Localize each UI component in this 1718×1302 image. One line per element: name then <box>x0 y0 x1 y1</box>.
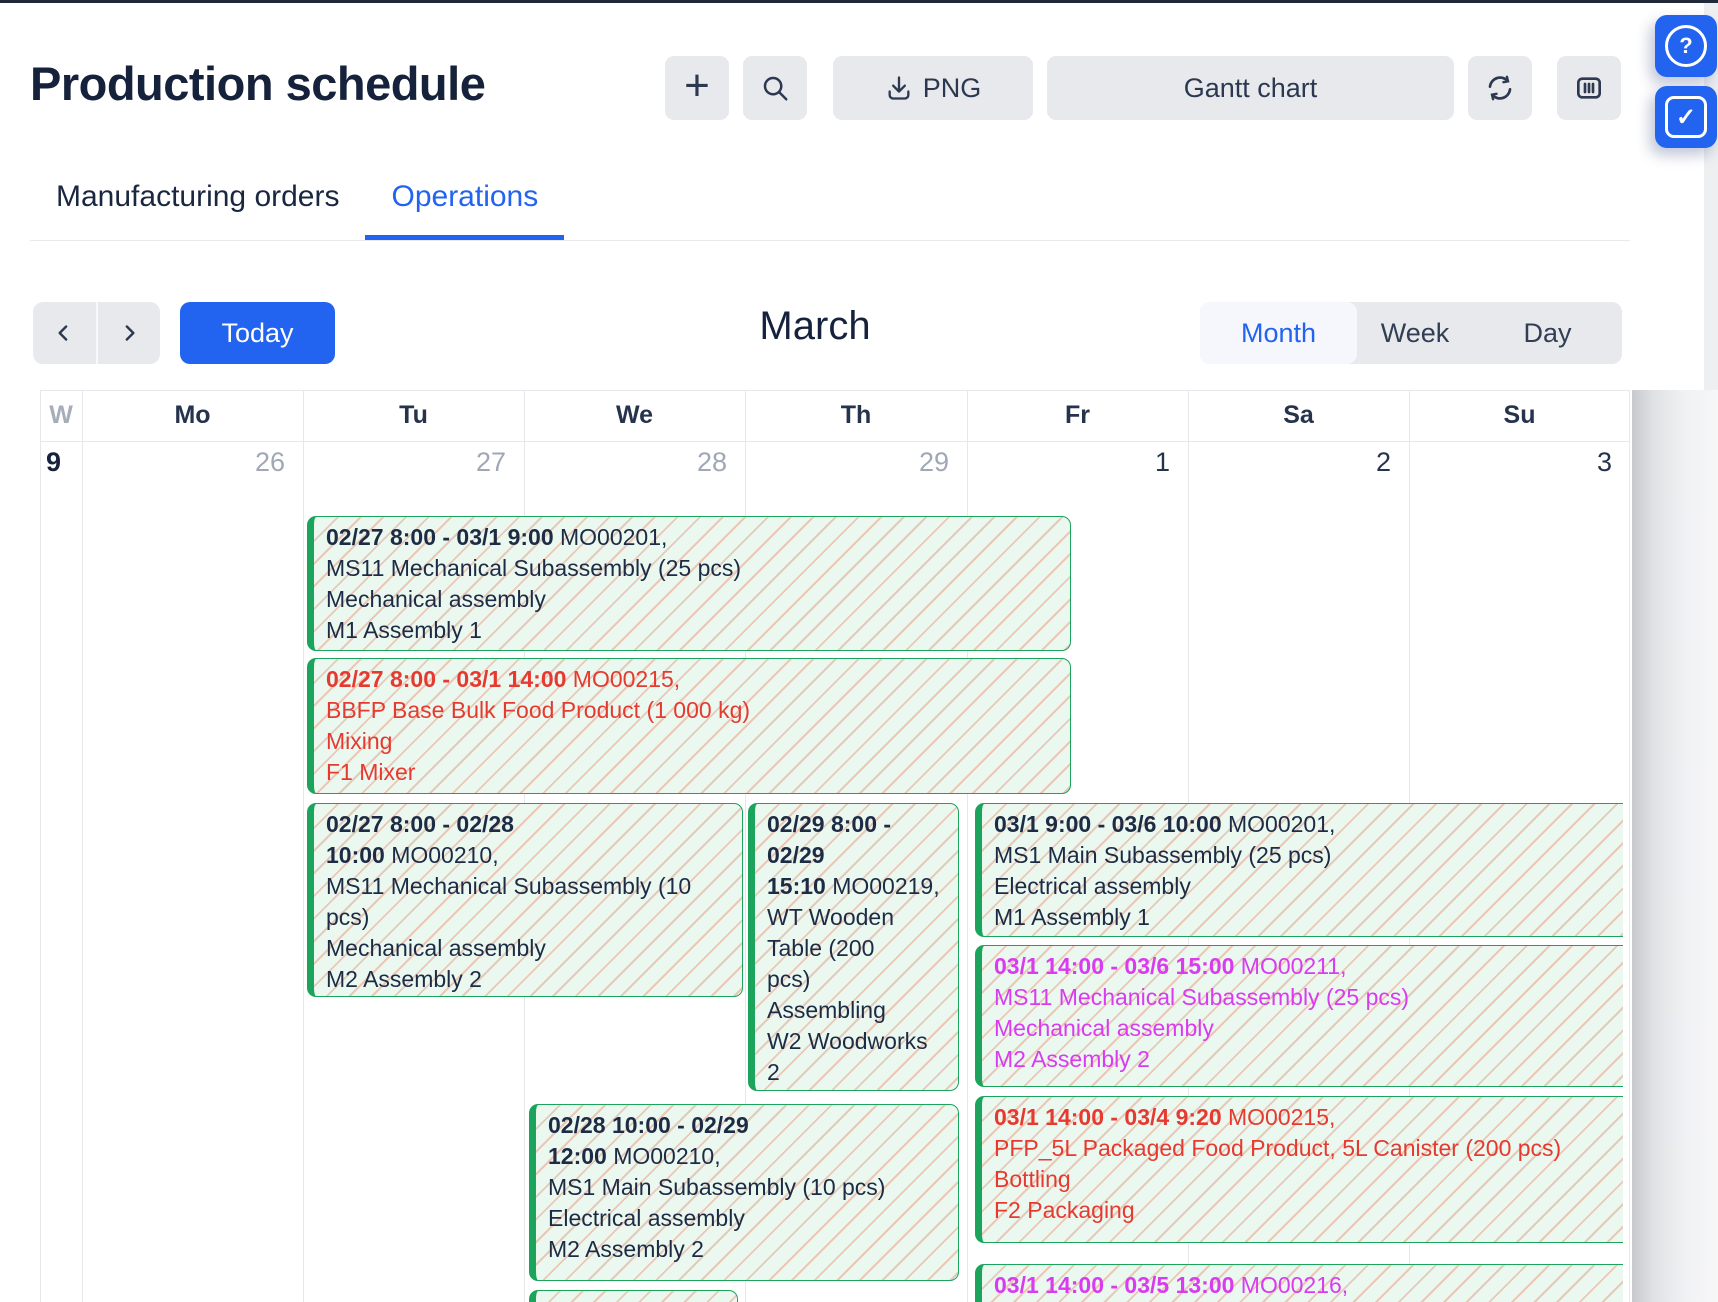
chevron-left-icon <box>58 325 68 341</box>
event-block[interactable]: 02/28 10:00 - 02/29 12:00 MO00210, MS1 Mai… <box>529 1104 959 1281</box>
date-cell: 28 <box>696 447 727 477</box>
tabs-divider <box>30 240 1630 241</box>
view-week[interactable]: Week <box>1380 317 1450 348</box>
event-block[interactable] <box>529 1290 738 1302</box>
grid-line <box>967 390 968 1302</box>
event-block[interactable]: 03/1 9:00 - 03/6 10:00 MO00201, MS1 Main … <box>975 803 1623 937</box>
grid-line <box>40 390 41 1302</box>
next-button[interactable] <box>98 302 161 364</box>
event-block[interactable]: 02/29 8:00 -02/29 15:10 MO00219, WT Wooden… <box>748 803 959 1091</box>
page-title: Production schedule <box>30 57 486 110</box>
refresh-button[interactable] <box>1468 56 1532 120</box>
event-block[interactable]: 02/27 8:00 - 03/1 14:00 MO00215, BBFP Bas… <box>307 658 1071 794</box>
view-day[interactable]: Day <box>1523 317 1572 348</box>
grid-line <box>745 390 746 1302</box>
event-block[interactable]: 02/27 8:00 - 02/28 10:00 MO00210, MS11 Mec… <box>307 803 743 997</box>
right-gutter <box>1632 390 1718 1302</box>
download-icon <box>888 76 910 100</box>
day-header-fr: Fr <box>1065 401 1090 429</box>
top-accent-line <box>0 0 1718 3</box>
date-cell: 29 <box>918 447 949 477</box>
view-month[interactable]: Month <box>1200 302 1357 364</box>
day-header-we: We <box>615 401 654 429</box>
help-fab[interactable]: ? <box>1655 15 1717 77</box>
arrow-separator <box>95 302 98 364</box>
png-button-label: PNG <box>922 72 982 103</box>
day-header-week: W <box>49 401 73 429</box>
tab-bar: Manufacturing orders Operations <box>30 170 565 240</box>
day-header-su: Su <box>1503 401 1536 429</box>
day-header-tu: Tu <box>399 401 428 429</box>
prev-button[interactable] <box>33 302 96 364</box>
download-png-button[interactable]: PNG <box>833 56 1033 120</box>
grid-line <box>40 441 1630 442</box>
event-block[interactable]: 02/27 8:00 - 03/1 9:00 MO00201, MS11 Mech… <box>307 516 1071 651</box>
event-block[interactable]: 03/1 14:00 - 03/6 15:00 MO00211, MS11 Mec… <box>975 945 1623 1087</box>
grid-line <box>82 390 83 1302</box>
grid-line <box>40 390 1630 391</box>
tab-manufacturing-orders[interactable]: Manufacturing orders <box>56 180 340 213</box>
event-block[interactable]: 03/1 14:00 - 03/5 13:00 MO00216,BBFP Bas… <box>975 1264 1623 1302</box>
view-toggle: Month Week Day <box>1200 302 1622 364</box>
refresh-icon <box>1488 75 1512 101</box>
columns-icon <box>1577 77 1601 99</box>
columns-button[interactable] <box>1557 56 1621 120</box>
date-cell: 2 <box>1375 447 1391 477</box>
event-block[interactable]: 03/1 14:00 - 03/4 9:20 MO00215, PFP_5L Pa… <box>975 1096 1623 1243</box>
day-header-sa: Sa <box>1283 401 1314 429</box>
search-button[interactable] <box>743 56 807 120</box>
day-header-th: Th <box>840 401 872 429</box>
calendar-nav-arrows <box>33 302 160 364</box>
grid-line <box>303 390 304 1302</box>
chevron-right-icon <box>125 325 135 341</box>
search-icon <box>763 76 788 101</box>
day-header-mo: Mo <box>174 401 211 429</box>
date-cell: 26 <box>254 447 285 477</box>
grid-line <box>1629 390 1630 1302</box>
check-icon: ✓ <box>1665 96 1707 138</box>
date-cell: 1 <box>1154 447 1170 477</box>
today-button[interactable]: Today <box>180 302 335 364</box>
gantt-chart-button[interactable]: Gantt chart <box>1047 56 1454 120</box>
tasks-fab[interactable]: ✓ <box>1655 86 1717 148</box>
tab-operations[interactable]: Operations <box>365 170 565 240</box>
add-button[interactable]: + <box>665 56 729 120</box>
week-number: 9 <box>46 447 62 477</box>
calendar-month-title: March <box>759 304 871 348</box>
date-cell: 3 <box>1596 447 1612 477</box>
gantt-chart-label: Gantt chart <box>1183 72 1318 103</box>
question-icon: ? <box>1665 25 1707 67</box>
date-cell: 27 <box>475 447 506 477</box>
